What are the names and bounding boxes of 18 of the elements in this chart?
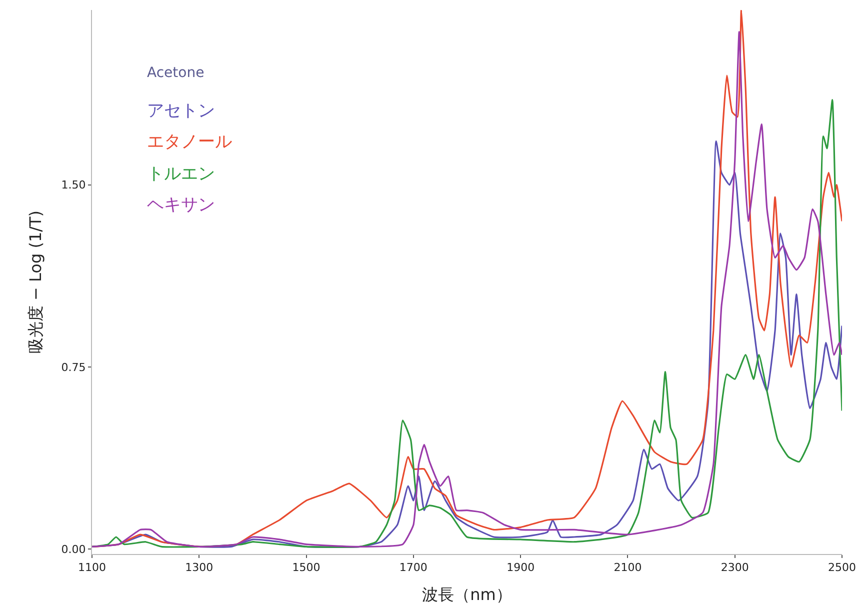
x-tick-label: 1700 — [399, 561, 428, 574]
annotation: Acetone — [147, 65, 204, 81]
text: ヘキサン — [147, 195, 215, 215]
x-tick-label: 1500 — [292, 561, 320, 574]
x-tick-label: 1900 — [506, 561, 535, 574]
y-tick-label: 1.50 — [61, 178, 86, 192]
y-tick-label: 0.00 — [61, 542, 86, 556]
text: トルエン — [147, 164, 215, 184]
x-tick-label: 2100 — [614, 561, 642, 574]
text: アセトン — [147, 101, 215, 121]
y-tick-label: 0.75 — [61, 360, 86, 374]
x-tick-label: 2500 — [828, 561, 856, 574]
x-axis-title: 波長（nm） — [422, 584, 512, 604]
x-tick-label: 1100 — [78, 561, 106, 574]
x-tick-label: 1300 — [185, 561, 214, 574]
text: エタノール — [147, 132, 232, 152]
x-tick-label: 2300 — [720, 561, 749, 574]
y-axis-title: 吸光度 − Log (1/T) — [26, 210, 46, 354]
